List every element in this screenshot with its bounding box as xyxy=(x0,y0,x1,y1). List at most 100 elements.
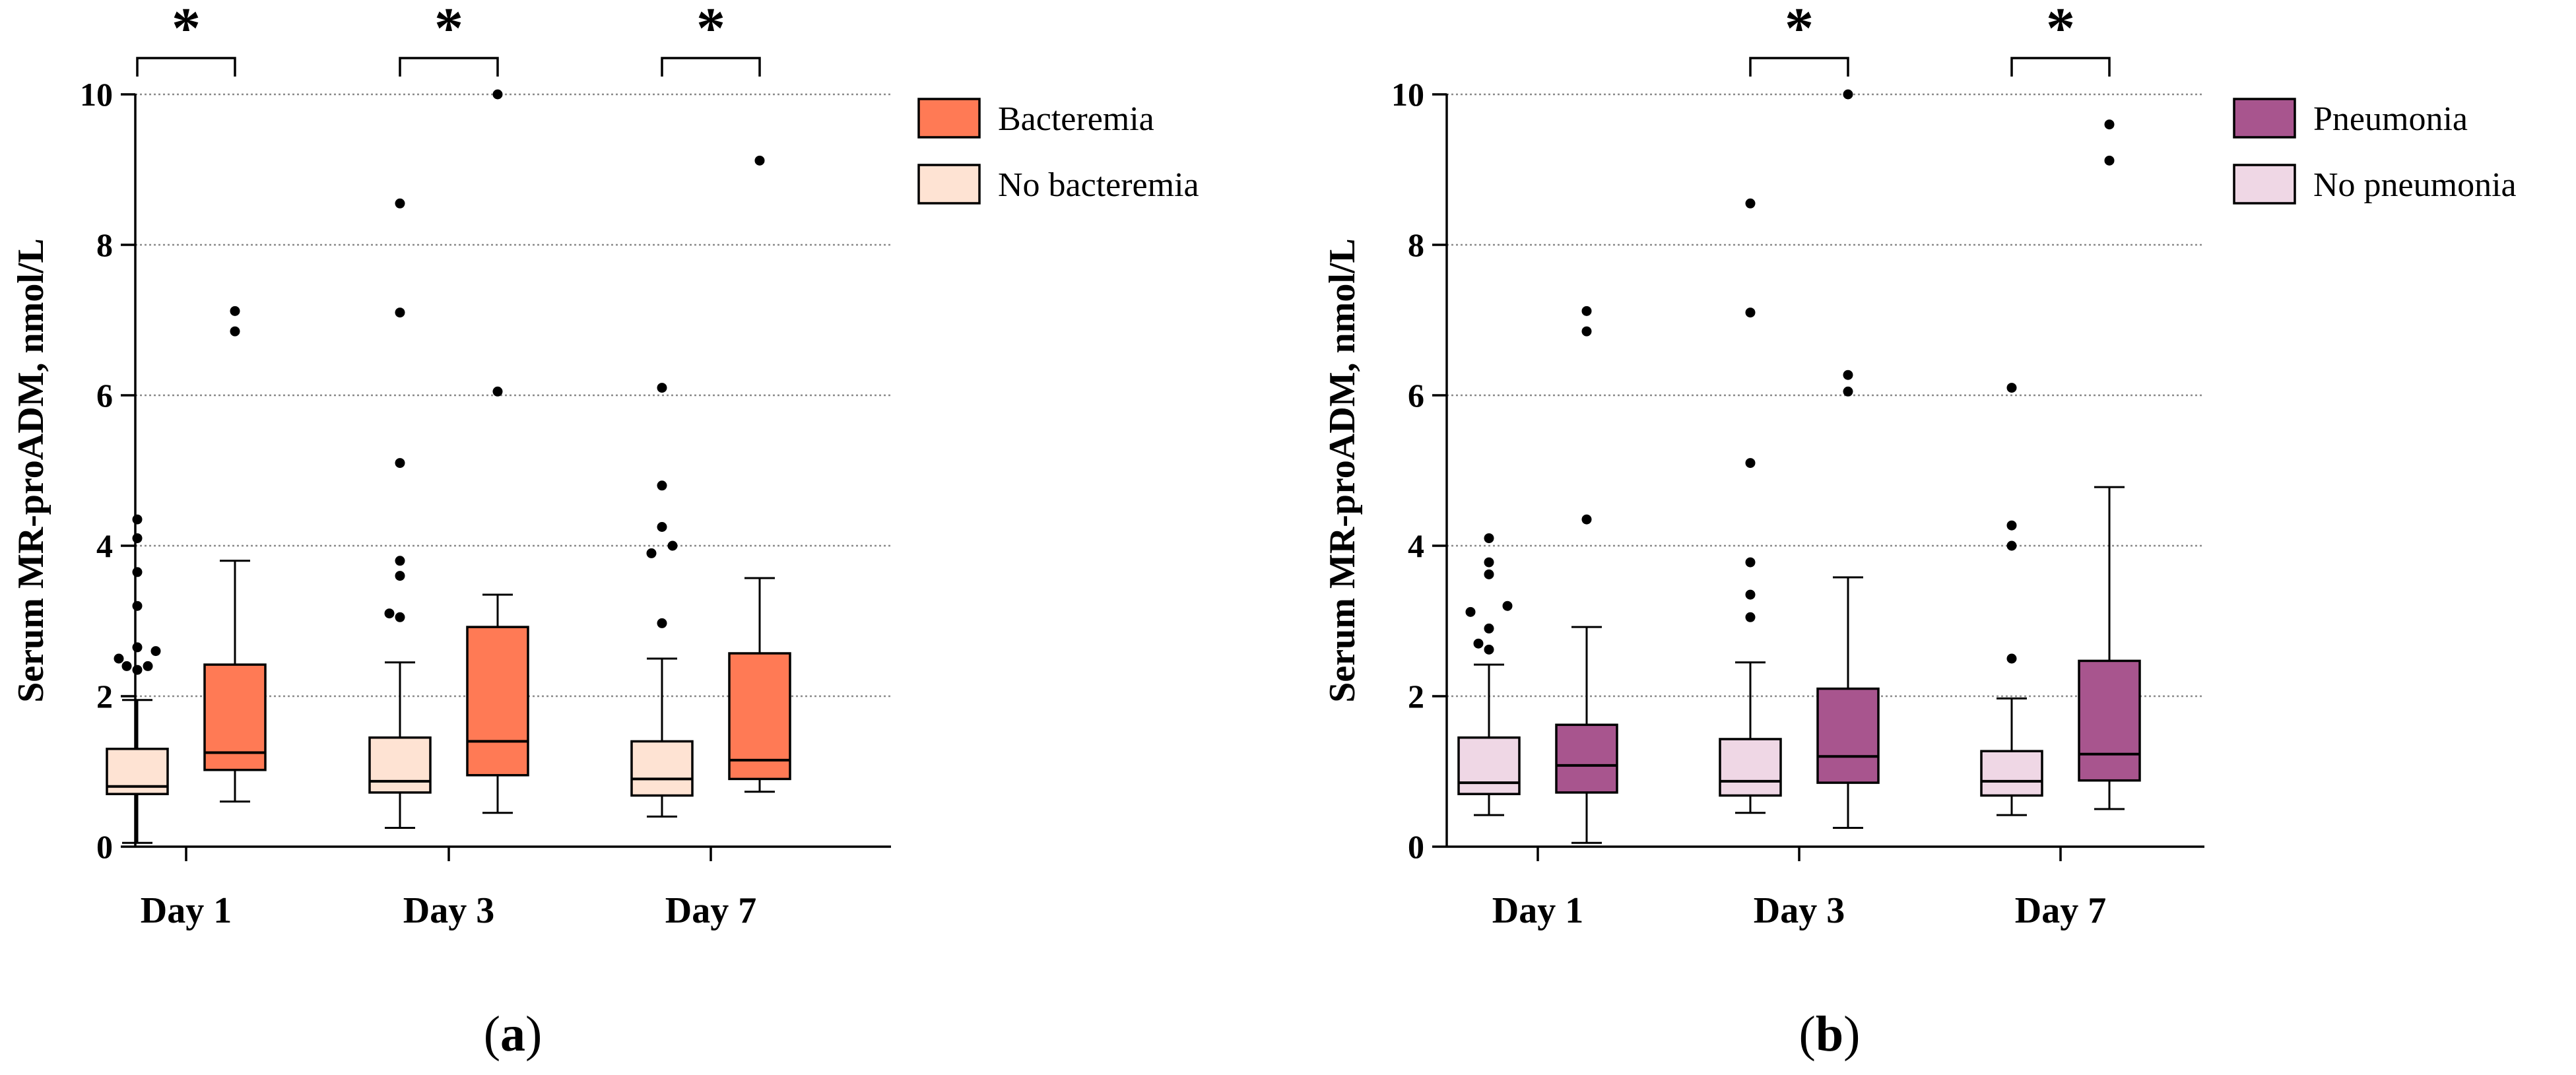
outlier-point xyxy=(1745,557,1756,568)
outlier-point xyxy=(492,89,503,100)
outlier-point xyxy=(1843,386,1853,397)
outlier-point xyxy=(1484,533,1494,544)
outlier-point xyxy=(230,326,240,337)
outlier-point xyxy=(657,383,667,393)
outlier-point xyxy=(395,612,405,622)
outlier-point xyxy=(1581,326,1592,337)
outlier-point xyxy=(1473,638,1484,649)
outlier-point xyxy=(657,522,667,532)
legend-label: No pneumonia xyxy=(2313,166,2517,204)
y-tick-label-4: 4 xyxy=(1408,527,1424,564)
outlier-point xyxy=(1484,557,1494,568)
outlier-point xyxy=(2104,155,2115,166)
significance-star: * xyxy=(434,0,463,61)
significance-day-1: * xyxy=(136,0,236,77)
outlier-point xyxy=(1581,514,1592,525)
box-iqr xyxy=(368,736,432,794)
outlier-point xyxy=(1843,89,1853,100)
outlier-point xyxy=(1745,308,1756,318)
outlier-point xyxy=(395,556,405,566)
outlier-point xyxy=(1843,370,1853,380)
y-axis-title: Serum MR-proADM, nmol/L xyxy=(11,238,51,703)
box-iqr xyxy=(728,652,791,781)
panel-a-bacteremia-boxplot: 0 2 4 6 8 10 Day 1 Day 3 Day 7 Serum MR-proADM, n… xyxy=(11,0,1199,1062)
box-no-bacteremia-day-7 xyxy=(630,383,694,818)
legend-label: Pneumonia xyxy=(2313,100,2468,138)
outlier-point xyxy=(754,155,765,166)
box-iqr xyxy=(2078,659,2141,782)
panel-b-pneumonia-boxplot: 0 2 4 6 8 10 Day 1 Day 3 Day 7 Serum MR-proADM, n… xyxy=(1322,0,2517,1062)
x-tick-label-day-1: Day 1 xyxy=(1492,890,1583,931)
x-tick-label-day-7: Day 7 xyxy=(665,890,756,931)
outlier-point xyxy=(395,198,405,209)
significance-star: * xyxy=(172,0,201,61)
y-tick-label-0: 0 xyxy=(1408,828,1424,865)
y-axis-title: Serum MR-proADM, nmol/L xyxy=(1322,238,1363,703)
outlier-point xyxy=(132,533,143,544)
legend-swatch xyxy=(917,164,981,205)
panel-label-open: ( xyxy=(484,1006,500,1062)
y-tick-label-10: 10 xyxy=(80,76,113,113)
box-iqr xyxy=(1719,738,1782,797)
box-pneumonia-day-1 xyxy=(1555,306,1618,844)
box-iqr xyxy=(1816,687,1880,784)
outlier-point xyxy=(1745,612,1756,622)
panel-label-letter: a xyxy=(500,1006,525,1062)
y-tick-label-4: 4 xyxy=(96,527,113,564)
box-pneumonia-day-3 xyxy=(1816,89,1880,829)
significance-bracket xyxy=(661,57,761,77)
outlier-point xyxy=(2104,119,2115,130)
legend-swatch xyxy=(917,98,981,139)
legend-swatch xyxy=(2233,164,2296,205)
outlier-point xyxy=(657,618,667,628)
y-tick-label-2: 2 xyxy=(1408,678,1424,715)
outlier-point xyxy=(1745,589,1756,600)
outlier-point xyxy=(1484,644,1494,655)
outlier-point xyxy=(1502,601,1513,611)
box-bacteremia-day-1 xyxy=(203,306,267,803)
outlier-point xyxy=(384,608,395,619)
significance-day-3: * xyxy=(399,0,499,77)
box-no-pneumonia-day-3 xyxy=(1719,198,1782,814)
box-iqr xyxy=(630,740,694,797)
x-tick-label-day-3: Day 3 xyxy=(403,890,494,931)
outlier-point xyxy=(1484,569,1494,579)
box-no-pneumonia-day-7 xyxy=(1980,383,2043,816)
outlier-point xyxy=(2006,540,2017,551)
outlier-point xyxy=(114,653,124,664)
y-tick-label-6: 6 xyxy=(1408,377,1424,414)
legend-item-pneumonia: Pneumonia xyxy=(2233,98,2468,139)
outlier-point xyxy=(1745,198,1756,209)
significance-star: * xyxy=(1785,0,1814,61)
panel-label-close: ) xyxy=(1843,1006,1860,1062)
significance-star: * xyxy=(696,0,725,61)
box-iqr xyxy=(203,663,267,771)
box-iqr xyxy=(1980,750,2043,797)
y-tick-label-10: 10 xyxy=(1391,76,1424,113)
outlier-point xyxy=(121,661,132,671)
significance-day-3: * xyxy=(1749,0,1849,77)
box-iqr xyxy=(1555,723,1618,794)
y-tick-label-0: 0 xyxy=(96,828,113,865)
significance-bracket xyxy=(1749,57,1849,77)
x-tick-label-day-7: Day 7 xyxy=(2015,890,2106,931)
outlier-point xyxy=(2006,520,2017,531)
significance-bracket xyxy=(136,57,236,77)
outlier-point xyxy=(657,480,667,491)
significance-star: * xyxy=(2046,0,2075,61)
box-iqr xyxy=(1457,736,1521,795)
box-no-bacteremia-day-3 xyxy=(368,198,432,829)
panel-label-close: ) xyxy=(525,1006,542,1062)
outlier-point xyxy=(132,514,143,525)
legend-item-bacteremia: Bacteremia xyxy=(917,98,1154,139)
x-tick-label-day-3: Day 3 xyxy=(1754,890,1845,931)
outlier-point xyxy=(132,567,143,577)
box-no-pneumonia-day-1 xyxy=(1457,533,1521,816)
panel-label-open: ( xyxy=(1799,1006,1816,1062)
significance-bracket xyxy=(399,57,499,77)
significance-day-7: * xyxy=(661,0,761,77)
outlier-point xyxy=(1465,606,1476,617)
panel-label-letter: b xyxy=(1816,1006,1843,1062)
outlier-point xyxy=(395,571,405,581)
outlier-point xyxy=(132,642,143,653)
